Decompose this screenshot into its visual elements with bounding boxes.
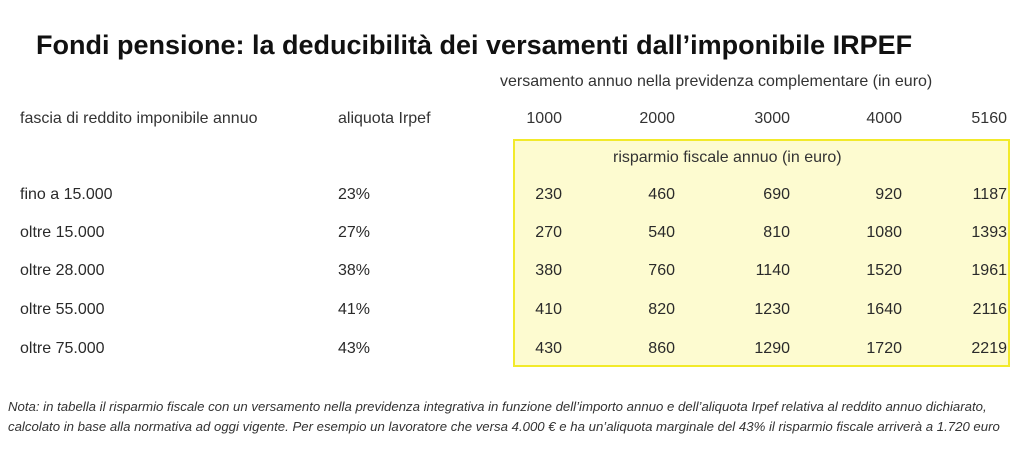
savings-value: 230 [535,186,562,203]
savings-value: 1961 [971,262,1007,279]
savings-value: 1640 [866,301,902,318]
savings-value: 1187 [972,186,1007,203]
savings-value: 1080 [866,224,902,241]
header-amount-4000: 4000 [866,110,902,127]
page-title: Fondi pensione: la deducibilità dei vers… [36,30,913,60]
savings-value: 1520 [866,262,902,279]
tax-rate: 23% [338,186,371,203]
savings-value: 810 [763,224,790,241]
footnote: Nota: in tabella il risparmio fiscale co… [8,399,1000,434]
tax-rate: 27% [338,224,371,241]
table-row: oltre 55.000 41% 410 820 1230 1640 2116 [0,301,1024,325]
savings-value: 920 [875,186,902,203]
table-row: fino a 15.000 23% 230 460 690 920 1187 [0,186,1024,210]
savings-value: 430 [535,340,562,357]
savings-value: 410 [535,301,562,318]
savings-value: 1290 [754,340,790,357]
income-band: fino a 15.000 [20,186,113,203]
income-band: oltre 55.000 [20,301,105,318]
savings-value: 2116 [972,301,1007,318]
savings-value: 1393 [971,224,1007,241]
savings-label: risparmio fiscale annuo (in euro) [613,149,842,166]
table-row: oltre 28.000 38% 380 760 1140 1520 1961 [0,262,1024,286]
savings-value: 690 [763,186,790,203]
income-band: oltre 15.000 [20,224,105,241]
tax-rate: 38% [338,262,371,279]
savings-value: 1720 [866,340,902,357]
header-aliquota: aliquota Irpef [338,110,431,127]
savings-value: 860 [648,340,675,357]
header-amount-2000: 2000 [639,110,675,127]
savings-value: 1230 [754,301,790,318]
header-amount-3000: 3000 [754,110,790,127]
savings-highlight-box [513,139,1010,367]
amounts-group-header: versamento annuo nella previdenza comple… [500,73,933,90]
savings-value: 820 [648,301,675,318]
savings-value: 460 [648,186,675,203]
savings-value: 2219 [971,340,1007,357]
savings-value: 270 [535,224,562,241]
table-row: oltre 75.000 43% 430 860 1290 1720 2219 [0,340,1024,364]
tax-rate: 43% [338,340,371,357]
table-row: oltre 15.000 27% 270 540 810 1080 1393 [0,224,1024,248]
savings-value: 1140 [755,262,790,279]
savings-value: 540 [648,224,675,241]
tax-rate: 41% [338,301,371,318]
header-amount-5160: 5160 [971,110,1007,127]
header-amount-1000: 1000 [526,110,562,127]
income-band: oltre 75.000 [20,340,105,357]
savings-value: 380 [535,262,562,279]
savings-value: 760 [648,262,675,279]
header-fascia: fascia di reddito imponibile annuo [20,110,258,127]
income-band: oltre 28.000 [20,262,105,279]
